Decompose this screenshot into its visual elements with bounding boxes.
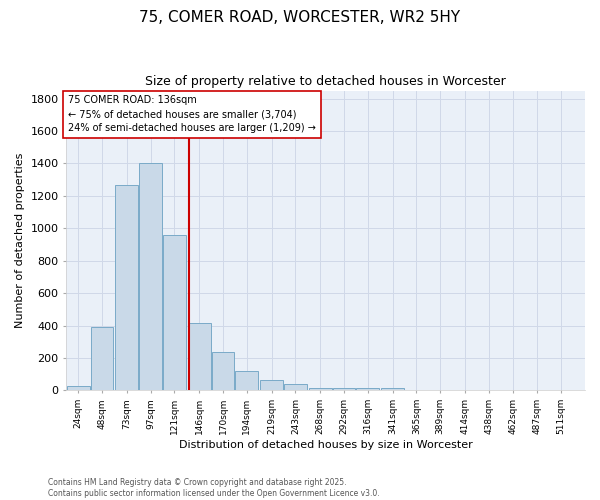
Bar [188,323,211,390]
Bar [91,327,113,390]
Title: Size of property relative to detached houses in Worcester: Size of property relative to detached ho… [145,75,506,88]
Text: 75, COMER ROAD, WORCESTER, WR2 5HY: 75, COMER ROAD, WORCESTER, WR2 5HY [139,10,461,25]
Bar [381,388,404,390]
Bar [139,164,162,390]
Bar [115,186,138,390]
Bar [356,388,379,390]
X-axis label: Distribution of detached houses by size in Worcester: Distribution of detached houses by size … [179,440,473,450]
Bar [235,371,258,390]
Text: 75 COMER ROAD: 136sqm
← 75% of detached houses are smaller (3,704)
24% of semi-d: 75 COMER ROAD: 136sqm ← 75% of detached … [68,96,316,134]
Bar [212,352,235,391]
Bar [163,235,186,390]
Bar [332,388,355,390]
Text: Contains HM Land Registry data © Crown copyright and database right 2025.
Contai: Contains HM Land Registry data © Crown c… [48,478,380,498]
Bar [284,384,307,390]
Y-axis label: Number of detached properties: Number of detached properties [15,153,25,328]
Bar [260,380,283,390]
Bar [67,386,89,390]
Bar [309,388,332,390]
